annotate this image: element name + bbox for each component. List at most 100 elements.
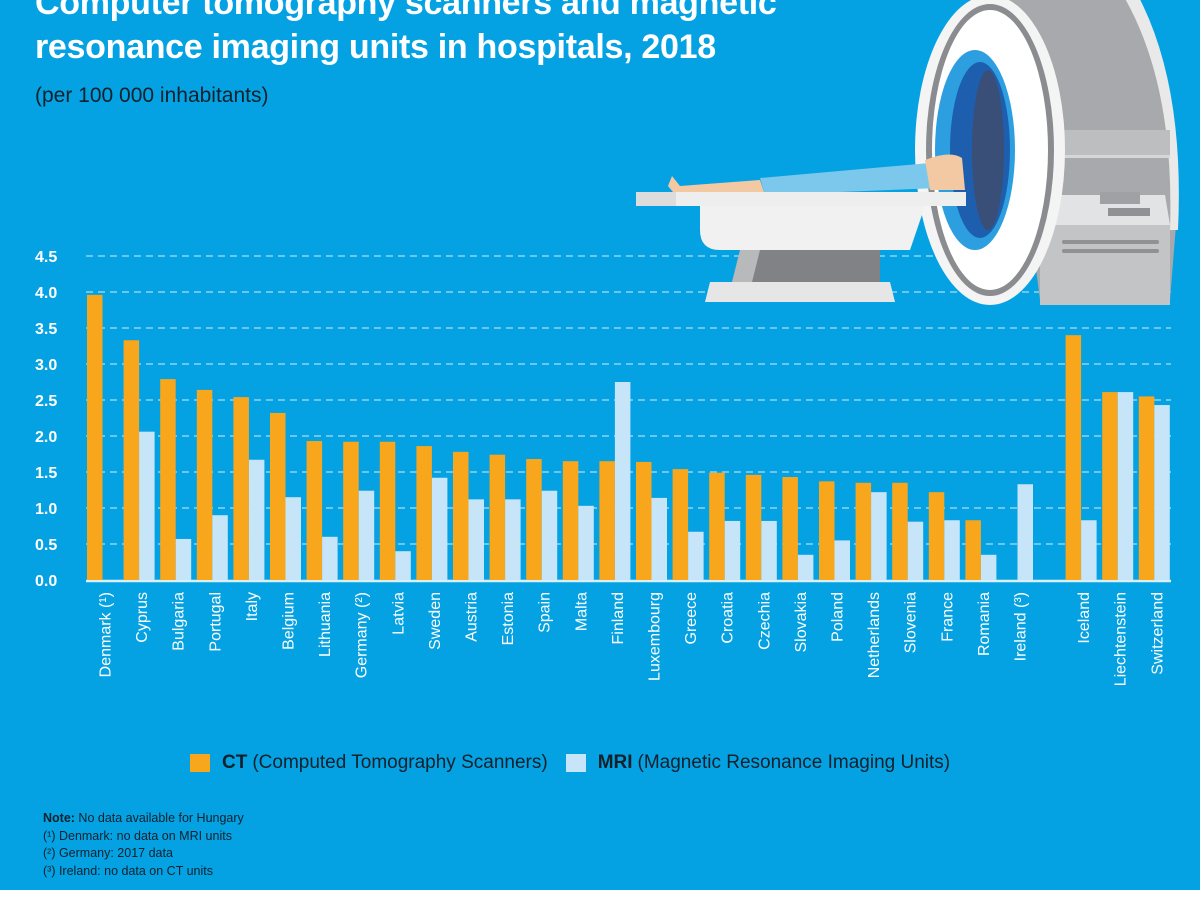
x-tick-label: Switzerland [1149,592,1166,675]
x-tick-label: Ireland (³) [1013,592,1030,661]
x-tick-label: Lithuania [317,592,334,657]
bar-ct [489,454,506,580]
bar-mri [1154,405,1170,580]
x-tick-label: Netherlands [866,592,883,678]
bar-ct [672,469,689,580]
chart-title-line-2: resonance imaging units in hospitals, 20… [35,28,716,66]
bar-mri [614,382,631,580]
bar-ct [1102,392,1118,580]
bar-mri [688,531,704,580]
bar-ct [562,461,579,580]
x-tick-label: Malta [573,592,590,631]
x-tick-label: Denmark (¹) [98,592,115,677]
bar-mri [505,499,521,580]
bar-ct [745,474,762,580]
y-tick-label: 0.0 [35,573,57,590]
bar-ct [855,482,872,580]
legend-key-ct: CT [222,752,248,773]
legend-item-ct: CT (Computed Tomography Scanners) [190,752,548,774]
y-tick-label: 4.5 [35,249,57,266]
bar-mri [248,459,265,580]
y-tick-label: 2.5 [35,393,57,410]
x-tick-label: Belgium [281,592,298,650]
x-tick-label: Sweden [427,592,444,650]
note-hungary: Note: No data available for Hungary [43,810,244,828]
bar-mri [651,497,667,580]
note-text: No data available for Hungary [74,811,244,825]
bar-ct [599,461,615,580]
ct-scanner-with-patient-icon [636,0,1179,305]
y-axis: 0.0 0.5 1.0 1.5 2.0 2.5 3.0 3.5 4.0 4.5 [35,249,1171,590]
y-tick-label: 3.0 [35,357,57,374]
bar-mri [285,497,301,580]
x-tick-label: Bulgaria [171,592,188,651]
bar-mri [871,492,887,580]
y-tick-label: 0.5 [35,537,57,554]
bar-ct [270,412,286,580]
note-label: Note: [43,811,75,825]
bar-mri [1081,520,1097,580]
footnote-2: (²) Germany: 2017 data [43,846,173,860]
bar-ct [892,482,908,580]
x-tick-label: Romania [976,592,993,656]
x-tick-label: Spain [537,592,554,633]
bar-ct [1138,396,1155,580]
bar-ct [87,294,103,580]
legend-desc-mri: (Magnetic Resonance Imaging Units) [637,752,951,773]
x-tick-label: Iceland [1076,592,1093,644]
x-tick-label: Germany (²) [354,592,371,678]
bar-ct [233,397,249,580]
bar-mri [139,431,155,580]
chart-title-line-1: Computer tomography scanners and magneti… [35,0,777,22]
x-tick-label: Finland [610,592,627,644]
bar-ct [928,492,945,580]
bar-ct [819,481,835,580]
x-tick-label: Liechtenstein [1113,592,1130,686]
bar-ct [709,472,725,580]
bar-ct [416,446,432,580]
bar-mri [358,490,375,580]
bar-mri [944,520,960,580]
bar-mri [541,490,558,580]
x-tick-label: France [939,592,956,642]
chart-subtitle: (per 100 000 inhabitants) [35,84,269,107]
bar-mri [578,505,594,580]
y-tick-label: 4.0 [35,285,57,302]
bar-mri [212,515,228,580]
bar-mri [724,520,741,580]
bar-mri [468,499,484,580]
footnote-3: (³) Ireland: no data on CT units [43,863,213,878]
legend-swatch-ct [190,754,210,772]
x-tick-label: Slovenia [903,592,920,653]
x-tick-label: Czechia [756,592,773,650]
bar-ct [965,520,981,580]
bar-ct [782,477,798,580]
bar-mri [761,520,777,580]
x-tick-label: Cyprus [134,592,151,643]
bar-mri [1117,392,1134,580]
bar-mri [431,477,448,580]
x-tick-label: Slovakia [793,592,810,653]
legend-swatch-mri [565,754,586,772]
bar-mri [834,540,850,580]
legend-key-mri: MRI [597,752,633,773]
bar-ct [306,441,323,580]
x-tick-label: Croatia [720,592,737,644]
x-tick-label: Estonia [500,592,517,645]
bar-ct [1065,335,1082,580]
y-tick-label: 3.5 [35,321,57,338]
bar-mri [797,554,814,580]
bar-mri [395,551,411,580]
x-tick-label: Austria [464,592,481,642]
x-tick-label: Greece [683,592,700,645]
bar-mri [175,538,192,580]
x-tick-label: Poland [830,592,847,642]
bar-ct [636,461,652,580]
x-tick-label: Italy [244,592,261,621]
x-axis-labels: Denmark (¹) Cyprus Bulgaria Portugal Italy Be… [98,592,1167,686]
bar-ct [526,459,542,580]
legend-item-mri: MRI (Magnetic Resonance Imaging Units) [565,752,951,774]
legend-desc-ct: (Computed Tomography Scanners) [252,752,548,773]
